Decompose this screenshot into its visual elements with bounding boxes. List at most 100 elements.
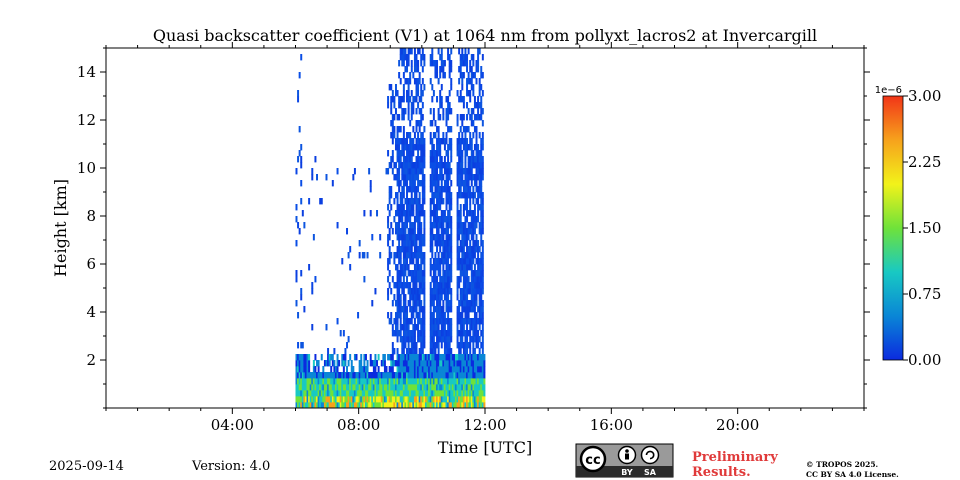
heatmap-cell xyxy=(387,294,390,301)
heatmap-cell xyxy=(459,366,462,373)
heatmap-cell xyxy=(439,186,442,193)
heatmap-cell xyxy=(346,384,349,391)
heatmap-cell xyxy=(328,354,331,361)
heatmap-cell xyxy=(398,234,401,241)
heatmap-cell xyxy=(467,252,470,259)
heatmap-cell xyxy=(450,336,453,343)
heatmap-cell xyxy=(467,318,470,325)
heatmap-cell xyxy=(420,342,423,349)
heatmap-cell xyxy=(366,396,369,403)
heatmap-cell xyxy=(473,222,476,229)
heatmap-cell xyxy=(466,336,469,343)
heatmap-cell xyxy=(475,156,478,163)
heatmap-cell xyxy=(402,72,405,79)
heatmap-cell xyxy=(325,372,328,379)
heatmap-cell xyxy=(439,54,442,61)
heatmap-cell xyxy=(472,324,475,331)
heatmap-cell xyxy=(410,336,413,343)
heatmap-cell xyxy=(301,378,304,385)
heatmap-cell xyxy=(328,384,331,391)
heatmap-cell xyxy=(319,378,322,385)
heatmap-cell xyxy=(317,372,320,379)
heatmap-cell xyxy=(472,174,475,181)
heatmap-cell xyxy=(432,144,435,151)
heatmap-cell xyxy=(426,360,429,367)
heatmap-cell xyxy=(431,348,434,355)
heatmap-cell xyxy=(333,372,336,379)
heatmap-cell xyxy=(432,324,435,331)
heatmap-cell xyxy=(406,60,409,67)
heatmap-cell xyxy=(450,366,453,373)
heatmap-cell xyxy=(473,174,476,181)
heatmap-cell xyxy=(420,282,423,289)
heatmap-cell xyxy=(382,390,385,397)
heatmap-cell xyxy=(320,354,323,361)
heatmap-cell xyxy=(454,384,457,391)
heatmap-cell xyxy=(447,378,450,385)
heatmap-cell xyxy=(421,102,424,109)
heatmap-cell xyxy=(429,228,432,235)
heatmap-cell xyxy=(406,210,409,217)
heatmap-cell xyxy=(361,378,364,385)
heatmap-cell xyxy=(312,234,315,241)
heatmap-cell xyxy=(339,378,342,385)
heatmap-cell xyxy=(409,228,412,235)
heatmap-cell xyxy=(376,372,379,379)
heatmap-cell xyxy=(398,276,401,283)
heatmap-cell xyxy=(442,360,445,367)
heatmap-cell xyxy=(353,168,356,175)
heatmap-cell xyxy=(336,360,339,367)
heatmap-cell xyxy=(387,378,390,385)
heatmap-cell xyxy=(478,48,481,55)
heatmap-cell xyxy=(409,198,412,205)
heatmap-cell xyxy=(426,378,429,385)
heatmap-cell xyxy=(437,144,440,151)
heatmap-cell xyxy=(398,372,401,379)
heatmap-cell xyxy=(301,354,304,361)
heatmap-cell xyxy=(480,354,483,361)
heatmap-cell xyxy=(448,240,451,247)
heatmap-cell xyxy=(399,396,402,403)
heatmap-cell xyxy=(429,234,432,241)
heatmap-cell xyxy=(325,384,328,391)
heatmap-cell xyxy=(338,360,341,367)
heatmap-cell xyxy=(396,234,399,241)
heatmap-cell xyxy=(402,306,405,313)
heatmap-cell xyxy=(401,336,404,343)
heatmap-cell xyxy=(447,270,450,277)
heatmap-cell xyxy=(450,84,453,91)
heatmap-cell xyxy=(303,222,306,229)
heatmap-cell xyxy=(387,96,390,103)
heatmap-cell xyxy=(376,360,379,367)
heatmap-cell xyxy=(393,330,396,337)
heatmap-cell xyxy=(429,294,432,301)
heatmap-cell xyxy=(300,180,303,187)
heatmap-cell xyxy=(413,216,416,223)
heatmap-cell xyxy=(308,402,311,408)
heatmap-cell xyxy=(432,216,435,223)
heatmap-cell xyxy=(439,276,442,283)
heatmap-cell xyxy=(447,228,450,235)
heatmap-cell xyxy=(371,378,374,385)
heatmap-cell xyxy=(410,306,413,313)
heatmap-cell xyxy=(481,354,484,361)
heatmap-cell xyxy=(459,222,462,229)
heatmap-cell xyxy=(391,360,394,367)
heatmap-cell xyxy=(445,390,448,397)
heatmap-cell xyxy=(477,168,480,175)
heatmap-cell xyxy=(443,228,446,235)
heatmap-cell xyxy=(440,168,443,175)
heatmap-cell xyxy=(388,228,391,235)
heatmap-cell xyxy=(344,390,347,397)
heatmap-cell xyxy=(456,342,459,349)
heatmap-cell xyxy=(459,330,462,337)
heatmap-cell xyxy=(415,126,418,133)
heatmap-cell xyxy=(404,384,407,391)
heatmap-cell xyxy=(470,270,473,277)
heatmap-cell xyxy=(472,228,475,235)
heatmap-cell xyxy=(439,216,442,223)
heatmap-cell xyxy=(478,270,481,277)
heatmap-cell xyxy=(434,282,437,289)
heatmap-cell xyxy=(439,138,442,145)
heatmap-cell xyxy=(398,174,401,181)
